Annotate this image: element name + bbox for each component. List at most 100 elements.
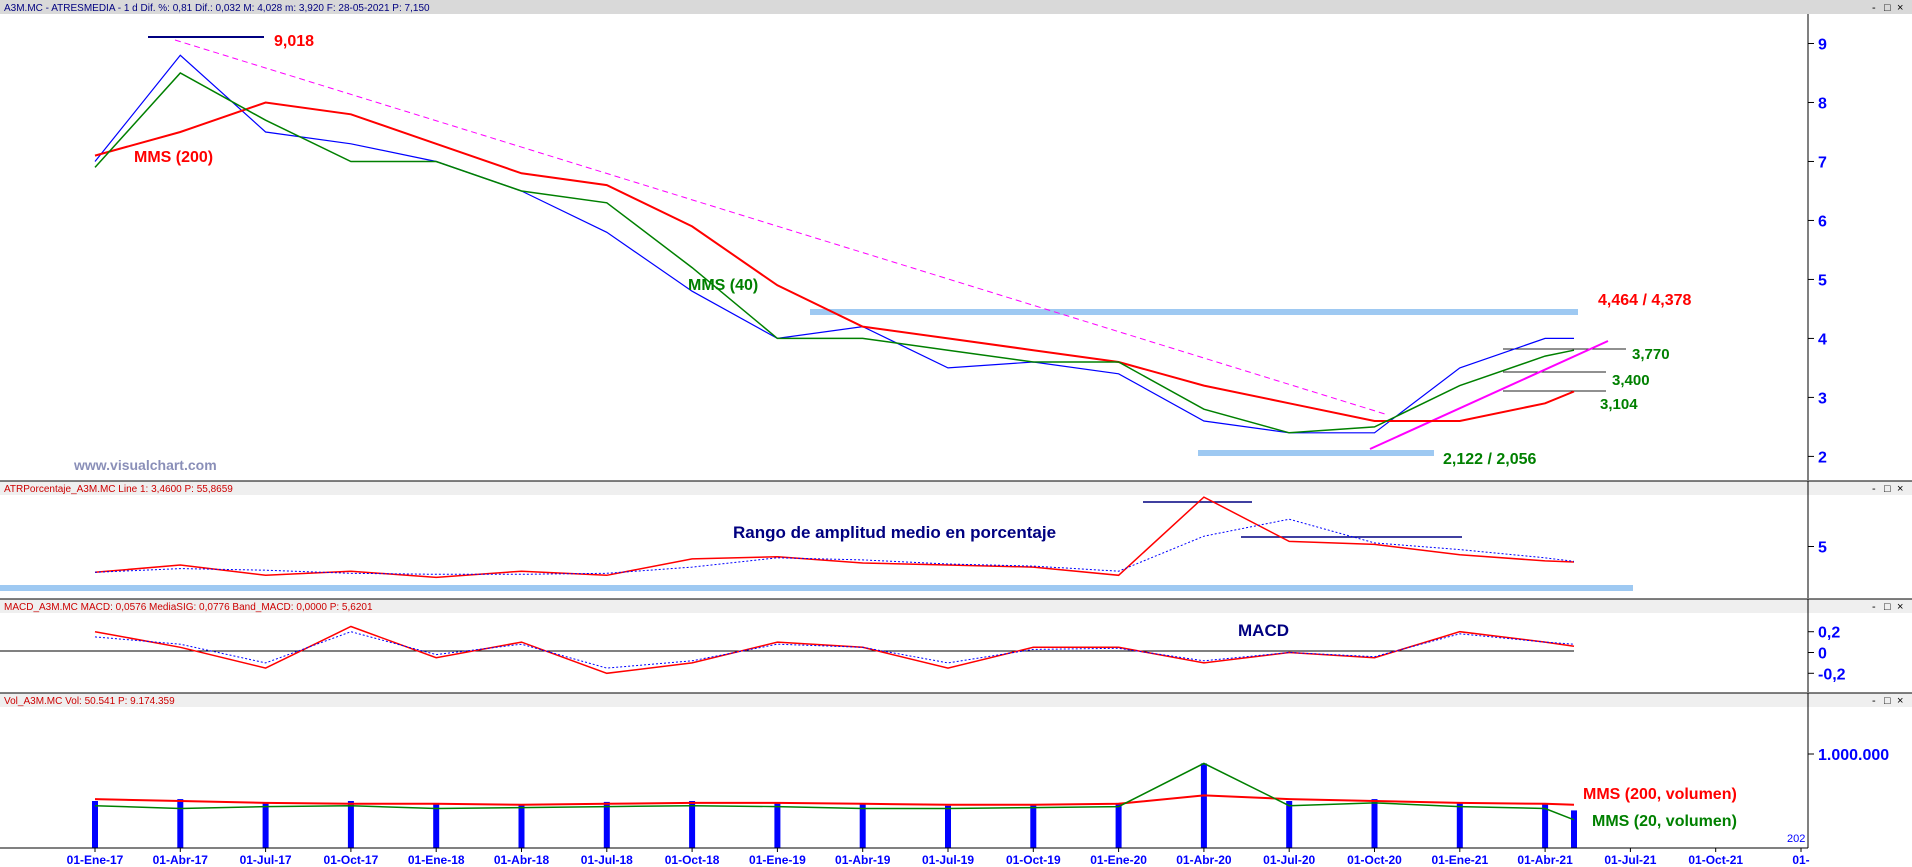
volume-corner-label: 202: [1787, 833, 1805, 845]
x-tick-label: 01-Oct-19: [1006, 853, 1061, 867]
close-icon[interactable]: ×: [1897, 695, 1903, 707]
level-3400-label: 3,400: [1612, 372, 1650, 389]
y-tick-label: 7: [1818, 154, 1827, 171]
y-tick-label: 5: [1818, 272, 1827, 289]
maximize-icon[interactable]: □: [1884, 695, 1891, 707]
resistance-label: 4,464 / 4,378: [1598, 292, 1692, 309]
volume-bar: [1456, 802, 1463, 848]
y-tick-label: 3: [1818, 390, 1827, 407]
close-icon[interactable]: ×: [1897, 483, 1903, 495]
volume-bar: [518, 804, 525, 848]
minimize-icon[interactable]: -: [1872, 695, 1876, 707]
volume-mms20-label: MMS (20, volumen): [1592, 813, 1737, 830]
x-tick-label: 01-Ene-20: [1090, 853, 1147, 867]
x-tick-label: 01-Ene-21: [1431, 853, 1488, 867]
atr-header-text: ATRPorcentaje_A3M.MC Line 1: 3,4600 P: 5…: [4, 484, 233, 495]
x-tick-label: 01-Abr-17: [153, 853, 209, 867]
volume-header-bar: [0, 693, 1912, 707]
watermark: www.visualchart.com: [73, 457, 217, 473]
volume-bar: [1371, 799, 1378, 848]
volume-bar: [177, 799, 184, 848]
volume-mms200-label: MMS (200, volumen): [1583, 786, 1737, 803]
x-tick-label: 01-Jul-18: [581, 853, 633, 867]
atr-title: Rango de amplitud medio en porcentaje: [733, 523, 1056, 542]
maximize-icon[interactable]: □: [1884, 601, 1891, 613]
macd-panel: MACD_A3M.MC MACD: 0,0576 MediaSIG: 0,077…: [0, 598, 1912, 692]
volume-panel: Vol_A3M.MC Vol: 50.541 P: 9.174.359 - □ …: [0, 692, 1912, 848]
minimize-icon[interactable]: -: [1872, 601, 1876, 613]
macd-y-axis: 0,2 0 -0,2: [1808, 625, 1846, 683]
volume-bar: [945, 805, 951, 848]
x-tick-label: 01-Ene-18: [408, 853, 465, 867]
x-tick-label: 01-Jul-20: [1263, 853, 1315, 867]
y-tick-label: 4: [1818, 331, 1827, 348]
volume-y-axis: 1.000.000: [1808, 747, 1889, 764]
macd-header-text: MACD_A3M.MC MACD: 0,0576 MediaSIG: 0,077…: [4, 602, 373, 613]
x-tick-label: 01-Oct-20: [1347, 853, 1402, 867]
macd-series-line: [94, 625, 1575, 675]
atr-series-line: [94, 496, 1575, 579]
volume-bar: [603, 801, 610, 848]
volume-bar: [262, 802, 269, 848]
mms200-label: MMS (200): [134, 149, 213, 166]
price-window-controls[interactable]: - □ ×: [1872, 2, 1903, 14]
macd-window-controls[interactable]: - □ ×: [1872, 601, 1903, 613]
y-tick-label: 5: [1818, 540, 1827, 557]
price-y-axis: 9 8 7 6 5 4 3 2: [1808, 36, 1827, 466]
volume-bars: [92, 763, 1577, 848]
maximize-icon[interactable]: □: [1884, 483, 1891, 495]
x-tick-label: 01-Oct-18: [665, 853, 720, 867]
x-tick-label: 01-Abr-19: [835, 853, 891, 867]
volume-bar: [1115, 802, 1122, 848]
price-header-text: A3M.MC - ATRESMEDIA - 1 d Dif. %: 0,81 D…: [4, 3, 430, 14]
macd-header-bar: [0, 599, 1912, 613]
x-tick-label: 01-: [1792, 853, 1809, 867]
x-tick-label: 01-Abr-21: [1517, 853, 1573, 867]
y-tick-label: 1.000.000: [1818, 747, 1889, 764]
volume-bar: [1286, 801, 1293, 848]
level-3770-label: 3,770: [1632, 346, 1670, 363]
price-header-bar: [0, 0, 1912, 14]
macd-title: MACD: [1238, 621, 1289, 640]
level-3104-label: 3,104: [1600, 396, 1638, 413]
volume-bar: [1200, 763, 1207, 848]
minimize-icon[interactable]: -: [1872, 483, 1876, 495]
volume-bar: [859, 803, 866, 848]
x-tick-label: 01-Ene-19: [749, 853, 806, 867]
close-icon[interactable]: ×: [1897, 601, 1903, 613]
x-ticks: 01-Ene-17 01-Abr-17 01-Jul-17 01-Oct-17 01-E…: [67, 848, 1810, 867]
x-tick-label: 01-Abr-20: [1176, 853, 1232, 867]
volume-window-controls[interactable]: - □ ×: [1872, 695, 1903, 707]
x-tick-label: 01-Oct-17: [324, 853, 379, 867]
x-tick-label: 01-Jul-21: [1604, 853, 1656, 867]
y-tick-label: -0,2: [1818, 666, 1846, 683]
mms40-series-line: [94, 72, 1575, 434]
y-tick-label: 6: [1818, 213, 1827, 230]
volume-bar: [1542, 803, 1549, 848]
atr-header-bar: [0, 481, 1912, 495]
volume-bar: [433, 803, 440, 848]
close-icon[interactable]: ×: [1897, 2, 1903, 14]
x-tick-label: 01-Ene-17: [67, 853, 124, 867]
atr-signal-line: [94, 518, 1575, 575]
volume-bar: [1571, 810, 1577, 848]
atr-window-controls[interactable]: - □ ×: [1872, 483, 1903, 495]
atr-panel: ATRPorcentaje_A3M.MC Line 1: 3,4600 P: 5…: [0, 480, 1912, 598]
price-panel: A3M.MC - ATRESMEDIA - 1 d Dif. %: 0,81 D…: [0, 0, 1912, 480]
x-tick-label: 01-Jul-17: [240, 853, 292, 867]
maximize-icon[interactable]: □: [1884, 2, 1891, 14]
volume-bar: [92, 801, 98, 848]
x-tick-label: 01-Abr-18: [494, 853, 550, 867]
macd-points: [94, 625, 1576, 675]
volume-bar: [774, 802, 781, 848]
mms200-series-line: [94, 101, 1575, 422]
minimize-icon[interactable]: -: [1872, 2, 1876, 14]
volume-bar: [347, 801, 354, 848]
max-level-label: 9,018: [274, 33, 314, 50]
atr-y-axis: 5: [1808, 540, 1827, 557]
macd-signal-line: [94, 631, 1575, 669]
x-tick-label: 01-Jul-19: [922, 853, 974, 867]
mms40-label: MMS (40): [688, 277, 758, 294]
support-label: 2,122 / 2,056: [1443, 451, 1537, 468]
